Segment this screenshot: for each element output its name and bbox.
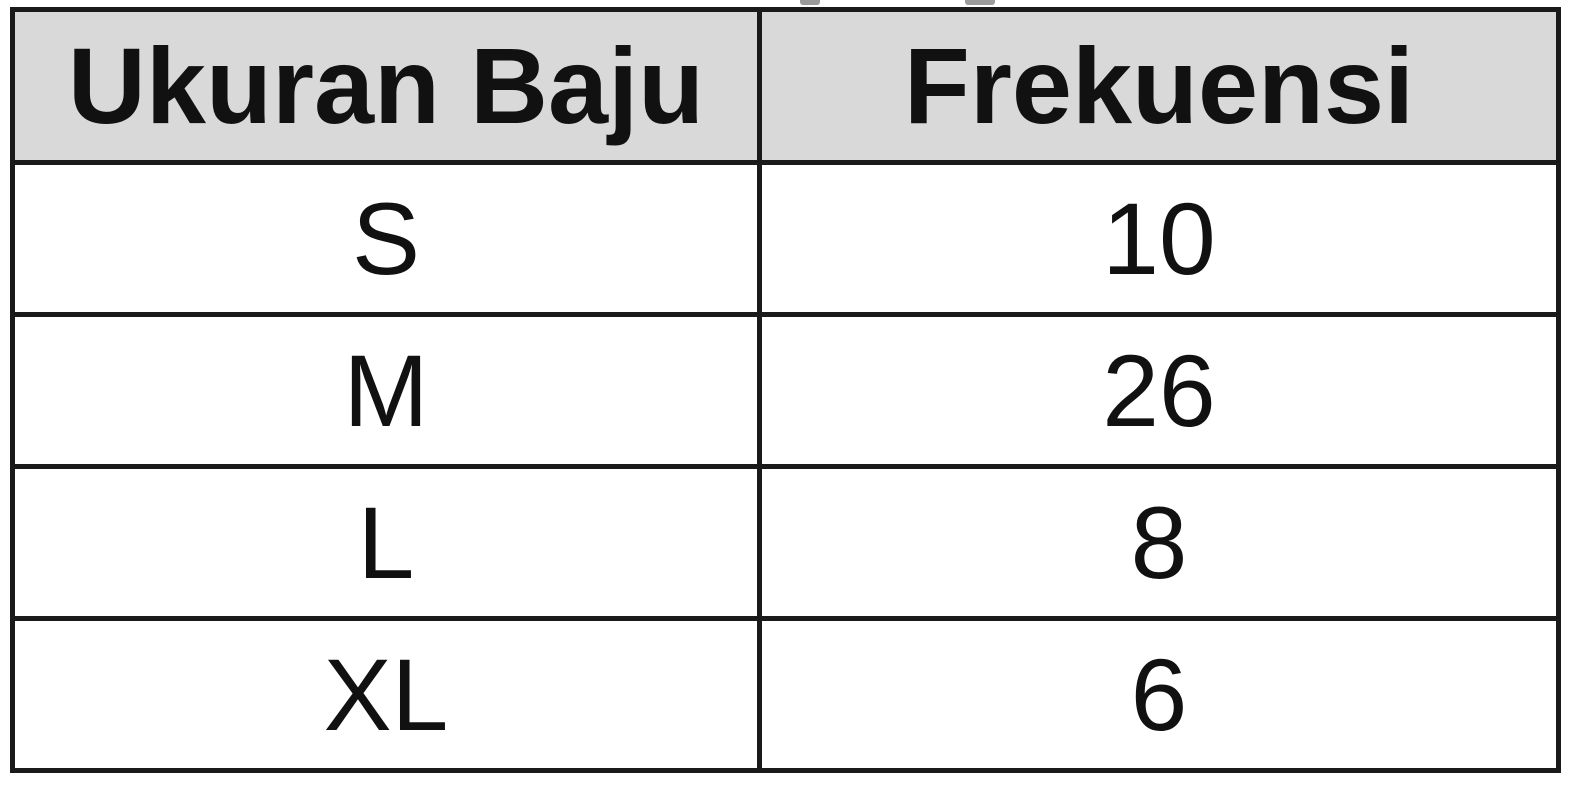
table-row: L 8	[10, 464, 1561, 621]
header-ukuran-baju: Ukuran Baju	[10, 7, 762, 165]
cell-ukuran: XL	[10, 616, 762, 773]
cell-frekuensi: 8	[757, 464, 1561, 621]
table-row: M 26	[10, 312, 1561, 469]
cell-frekuensi: 6	[757, 616, 1561, 773]
cell-ukuran: S	[10, 160, 762, 317]
cropped-title-fragment	[800, 0, 1000, 6]
cell-ukuran: M	[10, 312, 762, 469]
table-header-row: Ukuran Baju Frekuensi	[10, 7, 1561, 165]
frequency-table: Ukuran Baju Frekuensi S 10 M 26 L 8 XL 6	[10, 7, 1561, 773]
header-frekuensi: Frekuensi	[757, 7, 1561, 165]
table-row: XL 6	[10, 616, 1561, 773]
cell-frekuensi: 10	[757, 160, 1561, 317]
table-row: S 10	[10, 160, 1561, 317]
cell-frekuensi: 26	[757, 312, 1561, 469]
cell-ukuran: L	[10, 464, 762, 621]
